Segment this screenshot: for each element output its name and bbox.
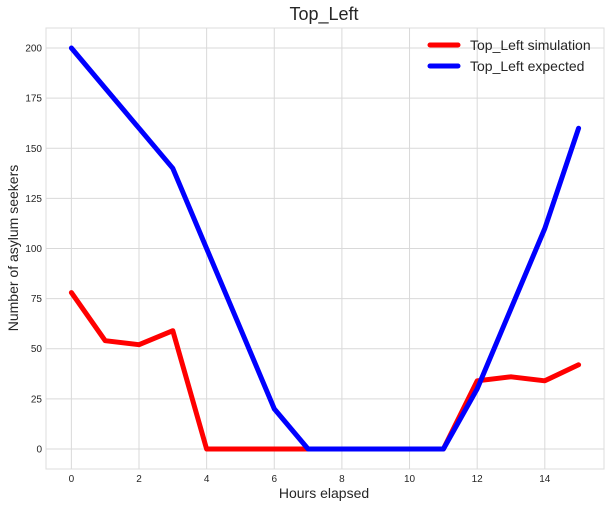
y-tick-label: 100 bbox=[25, 244, 42, 255]
x-tick-label: 0 bbox=[69, 474, 75, 485]
series-lines bbox=[68, 45, 582, 452]
y-tick-label: 200 bbox=[25, 44, 42, 55]
x-tick-label: 12 bbox=[472, 474, 484, 485]
legend: Top_Left simulation Top_Left expected bbox=[427, 37, 591, 74]
legend-item-expected: Top_Left expected bbox=[427, 58, 584, 74]
x-axis-title: Hours elapsed bbox=[279, 485, 369, 501]
x-tick-label: 4 bbox=[204, 474, 210, 485]
x-tick-label: 10 bbox=[404, 474, 416, 485]
y-axis-title: Number of asylum seekers bbox=[5, 165, 21, 332]
y-tick-label: 150 bbox=[25, 144, 42, 155]
grid bbox=[45, 27, 605, 470]
legend-label-expected: Top_Left expected bbox=[470, 58, 584, 74]
x-tick-label: 2 bbox=[136, 474, 142, 485]
y-tick-label: 175 bbox=[25, 94, 42, 105]
tick-labels: 0 2 4 6 8 10 12 14 0 25 50 75 100 125 150 175 200 bbox=[25, 44, 551, 485]
y-tick-label: 75 bbox=[31, 294, 43, 305]
y-tick-label: 50 bbox=[31, 344, 43, 355]
y-tick-label: 0 bbox=[36, 444, 42, 455]
y-tick-label: 125 bbox=[25, 194, 42, 205]
y-tick-label: 25 bbox=[31, 394, 43, 405]
legend-label-simulation: Top_Left simulation bbox=[470, 37, 591, 53]
legend-item-simulation: Top_Left simulation bbox=[427, 37, 591, 53]
x-tick-label: 14 bbox=[539, 474, 551, 485]
chart-title: Top_Left bbox=[289, 4, 358, 25]
x-tick-label: 6 bbox=[271, 474, 277, 485]
series-line-expected bbox=[68, 45, 582, 452]
x-tick-label: 8 bbox=[339, 474, 345, 485]
